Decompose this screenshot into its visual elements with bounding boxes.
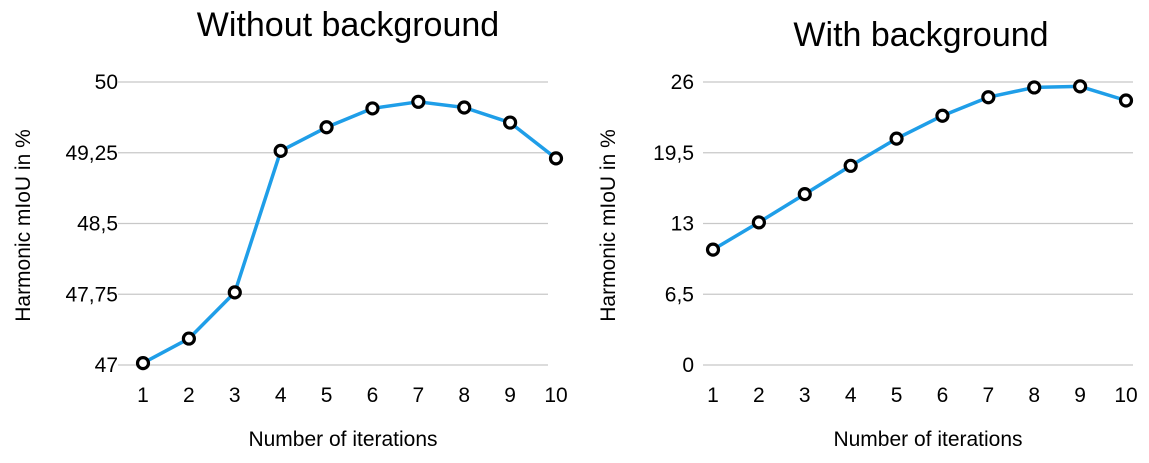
x-tick-label: 5 [321,384,333,407]
y-tick-label: 13 [671,213,694,236]
y-tick-label: 6,5 [665,283,694,306]
data-point [365,101,380,116]
data-point [935,108,950,123]
series-line [141,100,558,365]
x-tick-label: 4 [845,384,857,407]
x-tick-label: 1 [707,384,719,407]
y-tick-label: 49,25 [65,142,118,165]
x-tick-label: 9 [1074,384,1086,407]
data-point [1118,93,1134,108]
y-tick-label: 48,5 [77,213,118,236]
y-tick-label: 50 [95,71,118,94]
x-tick-label: 3 [799,384,811,407]
data-point [1027,80,1042,95]
x-tick-label: 8 [458,384,470,407]
y-tick-label: 47,75 [65,283,118,306]
x-tick-label: 10 [1114,384,1137,407]
data-point [548,151,564,166]
data-point [181,331,196,346]
data-point [1073,79,1088,94]
x-tick-label: 7 [412,384,424,407]
x-tick-label: 5 [891,384,903,407]
data-point [981,90,996,105]
x-tick-label: 6 [937,384,949,407]
x-tick-label: 2 [753,384,765,407]
x-axis-label: Number of iterations [248,428,437,451]
data-point [227,285,242,300]
x-tick-label: 9 [504,384,516,407]
x-tick-label: 1 [137,384,149,407]
y-axis-label: Harmonic mIoU in % [597,129,620,322]
x-tick-label: 4 [275,384,287,407]
chart-title: With background [793,16,1048,54]
x-tick-label: 6 [367,384,379,407]
series-line [711,84,1128,252]
y-tick-label: 19,5 [653,142,694,165]
data-point [751,215,766,230]
chart-title: Without background [197,6,499,44]
chart-with-background: With background 0 6,5 13 19,5 26 1 2 3 4 5 6 7 8 9 10 Nu… [597,16,1138,451]
y-axis-label: Harmonic mIoU in % [12,129,35,322]
x-tick-label: 2 [183,384,195,407]
data-point [797,187,812,202]
x-axis-label: Number of iterations [833,428,1022,451]
data-point [503,115,518,130]
data-point [889,131,904,146]
x-tick-label: 10 [544,384,567,407]
x-tick-label: 7 [982,384,994,407]
data-point [273,143,288,158]
data-point [705,242,721,257]
data-point [843,158,858,173]
data-point [135,356,151,371]
x-tick-label: 3 [229,384,241,407]
y-tick-label: 0 [682,354,694,377]
data-point [319,120,334,135]
data-point [457,100,472,115]
data-point [411,94,426,109]
x-tick-label: 8 [1028,384,1040,407]
y-tick-label: 26 [671,71,694,94]
y-tick-label: 47 [95,354,118,377]
